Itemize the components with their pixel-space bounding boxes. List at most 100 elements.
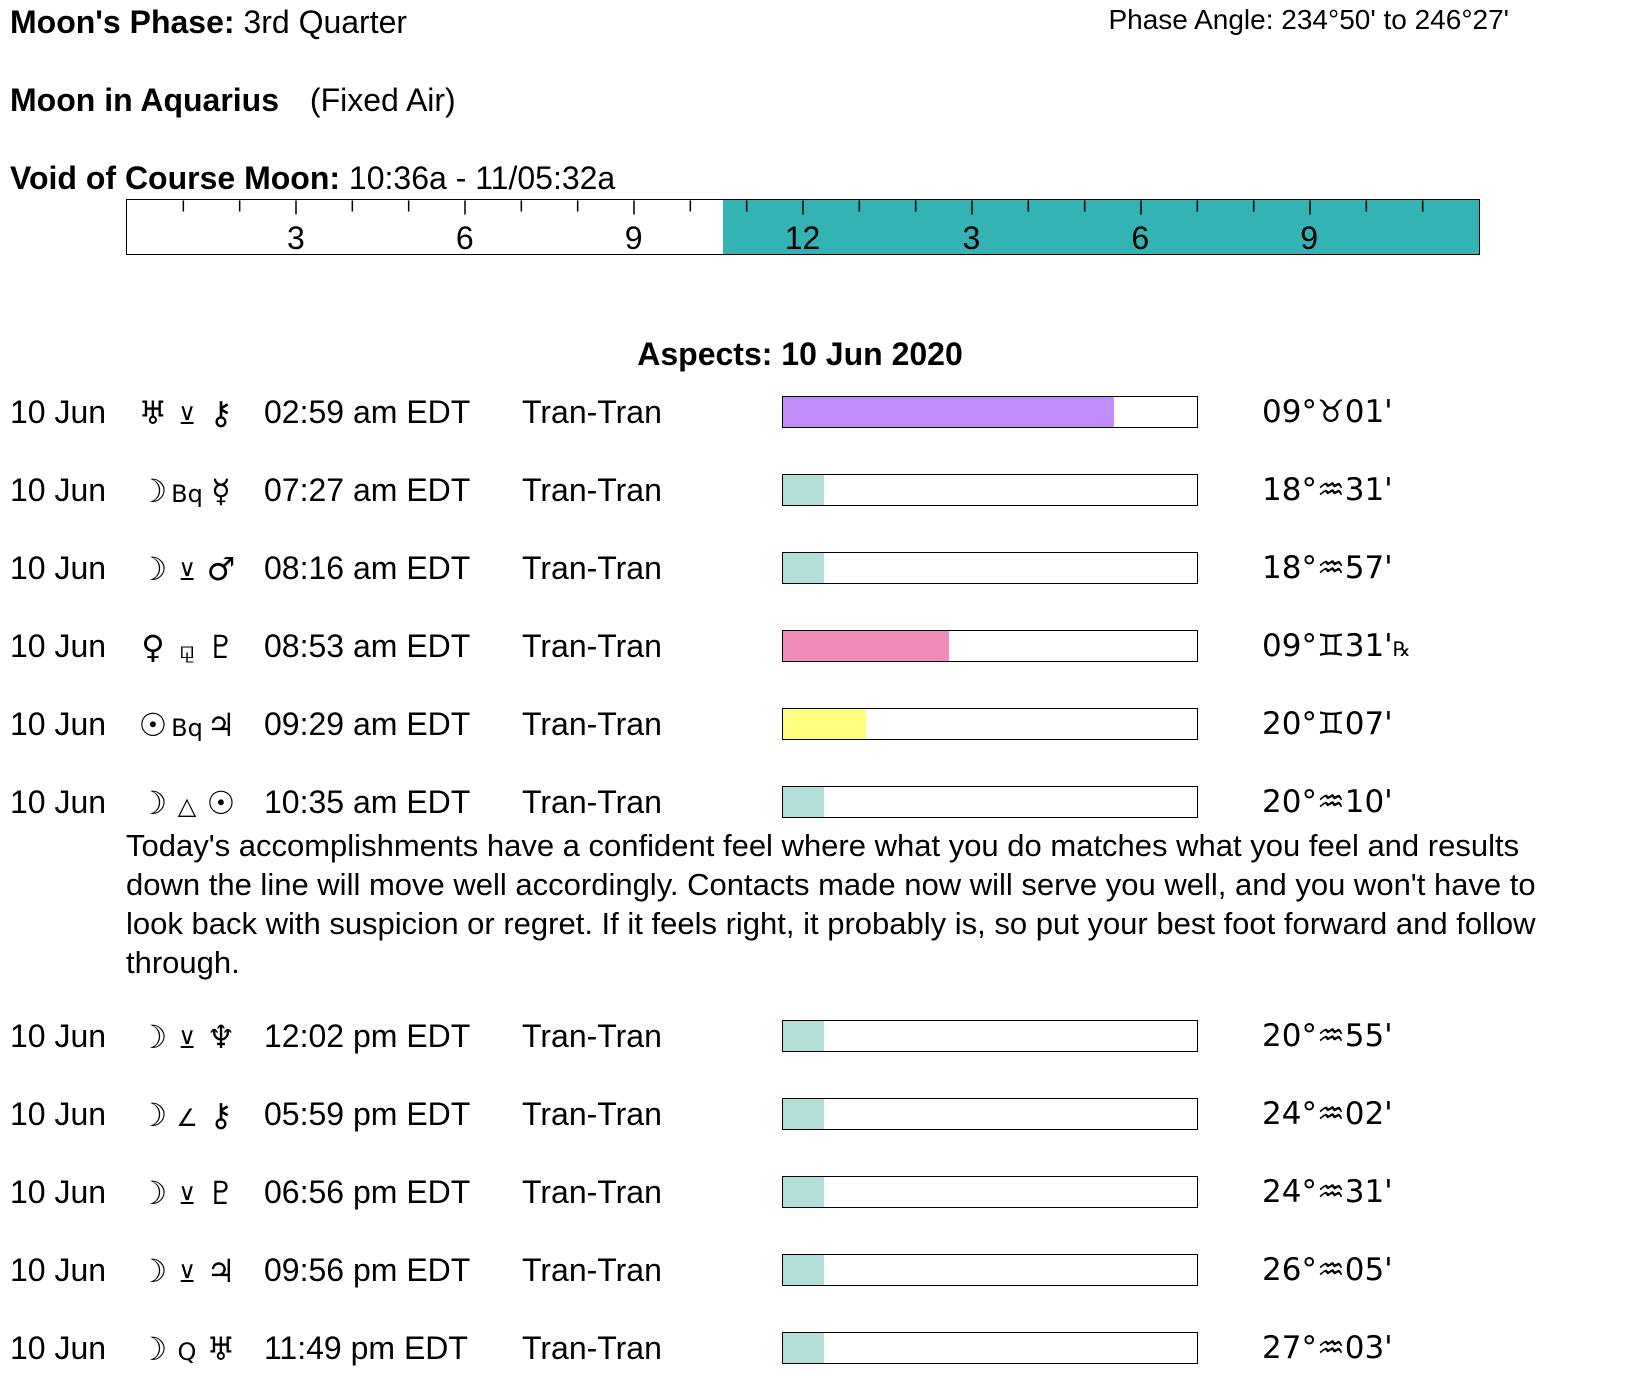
timeline-hour-label: 12 bbox=[784, 220, 821, 255]
planet-2-icon: ♇ bbox=[206, 628, 236, 666]
planet-2-icon: ♇ bbox=[206, 1174, 236, 1212]
planet-1-icon: ♅ bbox=[138, 394, 168, 432]
planet-1-icon: ☽ bbox=[138, 550, 168, 588]
aspect-strength-bar bbox=[782, 1254, 1198, 1286]
aspect-kind: Tran-Tran bbox=[522, 1174, 662, 1210]
aspect-position-value: 26°♒05' bbox=[1262, 1252, 1393, 1288]
aspects-title: Aspects: 10 Jun 2020 bbox=[637, 336, 963, 372]
aspect-row: 10 Jun ☽ ∠ ⚷ 05:59 pm EDT Tran-Tran 24°♒02' bbox=[0, 1096, 1639, 1140]
aspect-position: 09°♊31'℞ bbox=[1262, 628, 1411, 664]
phase-angle-label: Phase Angle: bbox=[1108, 4, 1274, 35]
timeline-hour-label: 3 bbox=[286, 220, 305, 255]
aspect-row: 10 Jun ☽ ⊻ ♃ 09:56 pm EDT Tran-Tran 26°♒05' bbox=[0, 1252, 1639, 1296]
planet-1-icon: ☽ bbox=[138, 1252, 168, 1290]
aspect-kind: Tran-Tran bbox=[522, 1252, 662, 1288]
aspect-glyphs: ☽ ⊻ ♃ bbox=[136, 1252, 246, 1290]
void-of-course-fill bbox=[723, 200, 1479, 254]
aspect-glyphs: ☽ ∠ ⚷ bbox=[136, 1096, 246, 1134]
planet-2-icon: ♅ bbox=[206, 1330, 236, 1368]
planet-2-icon: ♃ bbox=[206, 706, 236, 744]
aspect-time: 05:59 pm EDT bbox=[264, 1096, 471, 1132]
timeline-hour-label: 3 bbox=[962, 220, 981, 255]
aspect-position-value: 09°♉01' bbox=[1262, 394, 1393, 430]
aspect-date: 10 Jun bbox=[10, 706, 107, 742]
aspect-strength-bar bbox=[782, 786, 1198, 818]
aspect-date: 10 Jun bbox=[10, 472, 107, 508]
aspect-strength-bar bbox=[782, 1176, 1198, 1208]
moon-phase-value: 3rd Quarter bbox=[243, 4, 408, 40]
aspect-strength-fill bbox=[783, 1021, 825, 1051]
aspect-kind: Tran-Tran bbox=[522, 1330, 662, 1366]
aspect-kind: Tran-Tran bbox=[522, 472, 662, 508]
aspect-date: 10 Jun bbox=[10, 1330, 107, 1366]
aspect-strength-bar bbox=[782, 1020, 1198, 1052]
planet-2-icon: ⚷ bbox=[209, 1096, 233, 1134]
aspect-strength-fill bbox=[783, 787, 825, 817]
void-of-course-label: Void of Course Moon: bbox=[10, 160, 341, 196]
aspect-icon: ⚼ bbox=[178, 636, 196, 664]
aspect-kind: Tran-Tran bbox=[522, 550, 662, 586]
aspect-kind: Tran-Tran bbox=[522, 1096, 662, 1132]
aspect-row: 10 Jun ☽ Q ♅ 11:49 pm EDT Tran-Tran 27°♒03' bbox=[0, 1330, 1639, 1374]
planet-1-icon: ☽ bbox=[138, 784, 168, 822]
aspect-strength-bar bbox=[782, 396, 1198, 428]
aspect-strength-fill bbox=[783, 553, 825, 583]
aspect-strength-bar bbox=[782, 1332, 1198, 1364]
timeline-hour-label: 9 bbox=[624, 220, 643, 255]
aspect-kind: Tran-Tran bbox=[522, 706, 662, 742]
aspect-glyphs: ☽ ⊻ ♇ bbox=[136, 1174, 246, 1212]
aspect-position: 24°♒31' bbox=[1262, 1174, 1393, 1210]
void-of-course-line: Void of Course Moon: 10:36a - 11/05:32a bbox=[10, 160, 615, 197]
timeline-ticks bbox=[182, 200, 1424, 215]
aspect-interpretation: Today's accomplishments have a confident… bbox=[126, 828, 1536, 980]
planet-1-icon: ☽ bbox=[138, 1018, 168, 1056]
aspect-time: 09:56 pm EDT bbox=[264, 1252, 471, 1288]
aspect-icon: ⊻ bbox=[178, 402, 196, 430]
aspect-date: 10 Jun bbox=[10, 1252, 107, 1288]
aspect-date: 10 Jun bbox=[10, 784, 107, 820]
aspect-icon: Q bbox=[177, 1338, 197, 1366]
aspect-position: 18°♒57' bbox=[1262, 550, 1393, 586]
aspect-date: 10 Jun bbox=[10, 550, 107, 586]
aspect-time: 08:53 am EDT bbox=[264, 628, 471, 664]
moon-sign-line: Moon in Aquarius (Fixed Air) bbox=[10, 82, 456, 119]
aspect-glyphs: ♅ ⊻ ⚷ bbox=[136, 394, 246, 432]
aspect-date: 10 Jun bbox=[10, 394, 107, 430]
aspect-position: 18°♒31' bbox=[1262, 472, 1393, 508]
aspect-row: 10 Jun ☽ ⊻ ♇ 06:56 pm EDT Tran-Tran 24°♒31' bbox=[0, 1174, 1639, 1218]
aspect-strength-bar bbox=[782, 552, 1198, 584]
planet-2-icon: ⚷ bbox=[209, 394, 233, 432]
aspect-time: 06:56 pm EDT bbox=[264, 1174, 471, 1210]
aspect-strength-fill bbox=[783, 1099, 825, 1129]
aspect-strength-bar bbox=[782, 474, 1198, 506]
void-of-course-timeline: 3 6 9 12 3 6 9 bbox=[126, 199, 1480, 255]
aspect-kind: Tran-Tran bbox=[522, 394, 662, 430]
aspect-row: 10 Jun ☽ ⊻ ♂ 08:16 am EDT Tran-Tran 18°♒57' bbox=[0, 550, 1639, 594]
planet-1-icon: ☉ bbox=[138, 706, 168, 744]
aspect-date: 10 Jun bbox=[10, 628, 107, 664]
planet-2-icon: ☿ bbox=[211, 472, 231, 510]
retrograde-icon: ℞ bbox=[1392, 637, 1411, 661]
aspect-position: 20°♒55' bbox=[1262, 1018, 1393, 1054]
aspect-position-value: 18°♒31' bbox=[1262, 472, 1393, 508]
aspect-glyphs: ♀ ⚼ ♇ bbox=[136, 628, 246, 666]
planet-1-icon: ☽ bbox=[138, 1330, 168, 1368]
aspect-strength-fill bbox=[783, 631, 949, 661]
aspect-glyphs: ☉ Bq ♃ bbox=[136, 706, 246, 744]
aspect-row: 10 Jun ♅ ⊻ ⚷ 02:59 am EDT Tran-Tran 09°♉01' bbox=[0, 394, 1639, 438]
aspect-row: 10 Jun ♀ ⚼ ♇ 08:53 am EDT Tran-Tran 09°♊31'℞ bbox=[0, 628, 1639, 672]
aspect-kind: Tran-Tran bbox=[522, 628, 662, 664]
timeline-hour-label: 6 bbox=[455, 220, 474, 255]
aspect-date: 10 Jun bbox=[10, 1096, 107, 1132]
planet-1-icon: ☽ bbox=[138, 472, 168, 510]
aspect-position: 20°♊07' bbox=[1262, 706, 1393, 742]
moon-phase-line: Moon's Phase: 3rd Quarter bbox=[10, 4, 407, 41]
aspect-time: 12:02 pm EDT bbox=[264, 1018, 471, 1054]
aspect-row: 10 Jun ☽ ⊻ ♆ 12:02 pm EDT Tran-Tran 20°♒55' bbox=[0, 1018, 1639, 1062]
aspect-time: 07:27 am EDT bbox=[264, 472, 471, 508]
aspect-position-value: 20°♊07' bbox=[1262, 706, 1393, 742]
aspect-icon: ⊻ bbox=[178, 1026, 196, 1054]
aspect-icon: ⊻ bbox=[178, 1182, 196, 1210]
planet-2-icon: ♆ bbox=[206, 1018, 236, 1056]
aspect-glyphs: ☽ △ ☉ bbox=[136, 784, 246, 822]
